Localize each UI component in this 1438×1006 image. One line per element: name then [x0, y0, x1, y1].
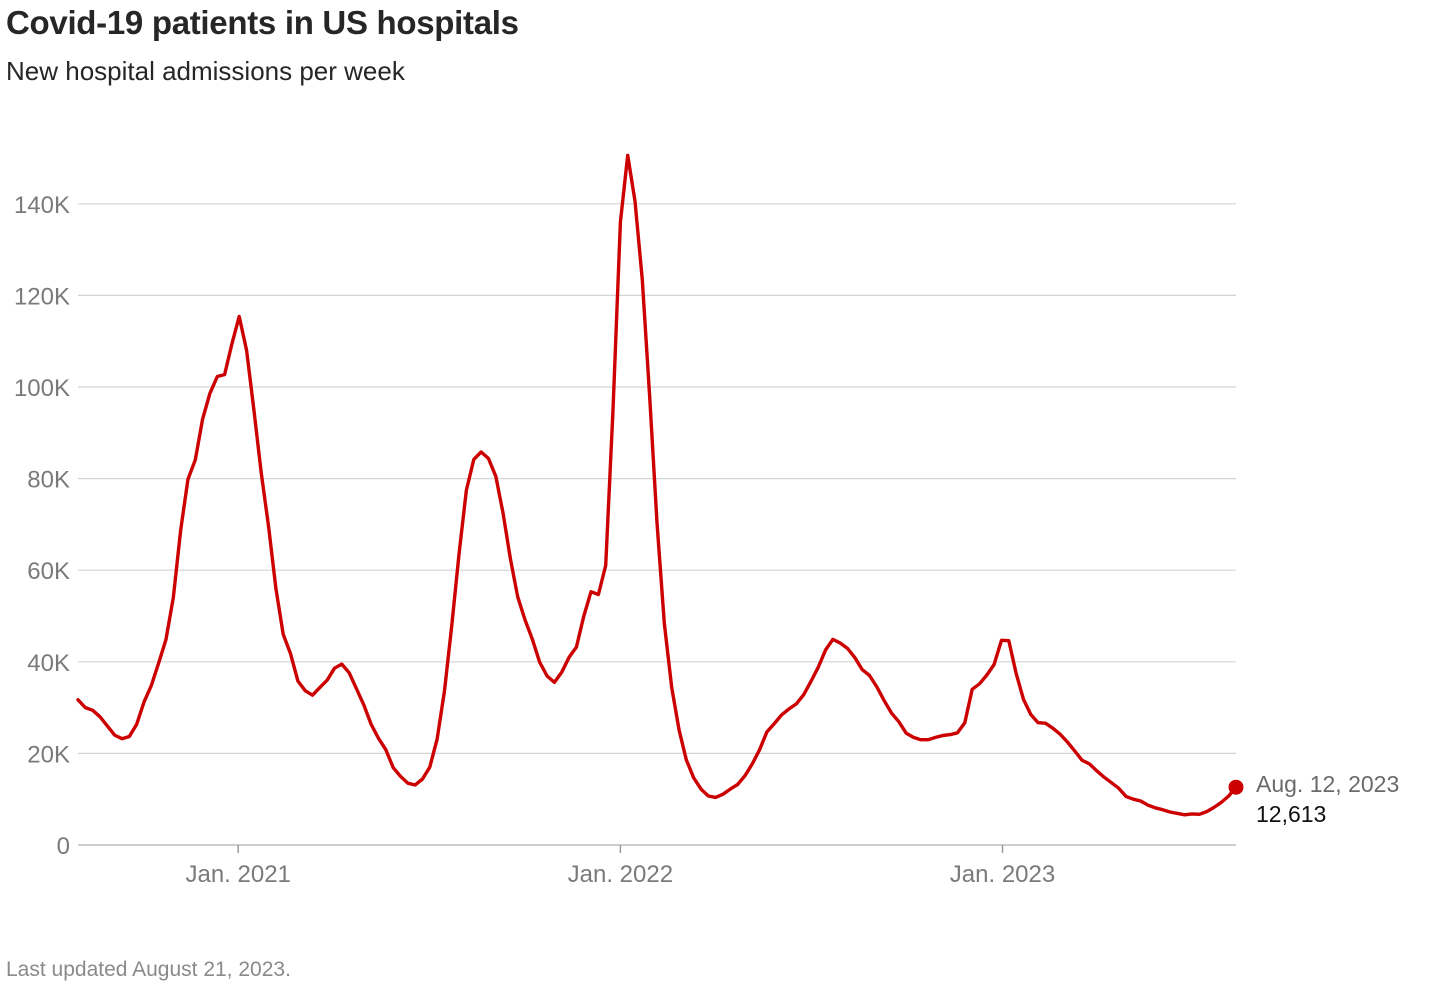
y-tick-label: 120K	[14, 283, 70, 310]
chart-subtitle: New hospital admissions per week	[6, 56, 405, 86]
series-line	[76, 153, 1238, 817]
y-tick-label: 80K	[27, 467, 70, 494]
x-tick-label: Jan. 2021	[185, 861, 290, 888]
x-tick-label: Jan. 2023	[950, 861, 1055, 888]
last-updated-note: Last updated August 21, 2023.	[6, 958, 291, 981]
x-tick-label: Jan. 2022	[568, 861, 673, 888]
y-tick-label: 40K	[27, 650, 70, 677]
chart-title: Covid-19 patients in US hospitals	[6, 4, 519, 41]
x-axis: Jan. 2021 Jan. 2022 Jan. 2023	[78, 844, 1236, 888]
end-date-label: Aug. 12, 2023	[1256, 771, 1399, 797]
gridlines	[78, 203, 1236, 755]
end-point-marker	[1228, 779, 1244, 795]
y-tick-label: 20K	[27, 741, 70, 768]
end-annotation: Aug. 12, 2023 12,613	[1228, 771, 1399, 827]
y-tick-label: 60K	[27, 558, 70, 585]
y-axis-ticks: 0 20K 40K 60K 80K 100K 120K 140K	[14, 192, 70, 860]
end-value-label: 12,613	[1256, 801, 1326, 827]
y-tick-label: 0	[57, 833, 70, 860]
y-tick-label: 100K	[14, 375, 70, 402]
y-tick-label: 140K	[14, 192, 70, 219]
series-lines	[76, 153, 1238, 817]
